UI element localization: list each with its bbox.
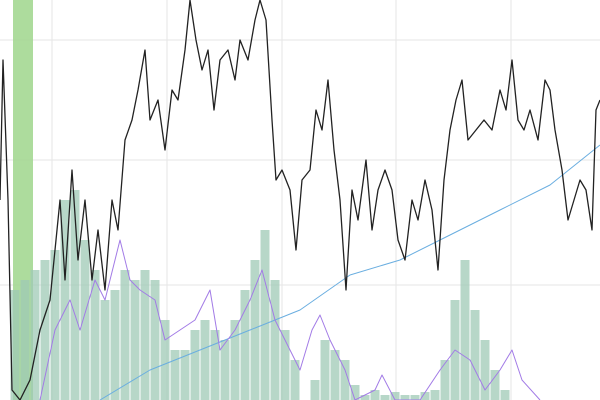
bar <box>90 270 100 400</box>
bar <box>280 330 290 400</box>
bar <box>320 340 330 400</box>
bar <box>250 260 260 400</box>
bar <box>390 392 400 400</box>
line <box>39 239 541 400</box>
bar <box>270 280 280 400</box>
bar <box>340 360 350 400</box>
bar <box>480 340 490 400</box>
bar <box>230 320 240 400</box>
bar <box>500 390 510 400</box>
bar <box>240 290 250 400</box>
line <box>99 144 600 400</box>
bar <box>100 300 110 400</box>
bar <box>80 240 90 400</box>
bar <box>380 395 390 400</box>
bar <box>190 330 200 400</box>
bar <box>140 270 150 400</box>
bar <box>430 390 440 400</box>
bar <box>30 270 40 400</box>
bar <box>400 395 410 400</box>
bar <box>350 385 360 400</box>
bar <box>310 380 320 400</box>
bar <box>260 230 270 400</box>
bar <box>290 360 300 400</box>
bar <box>160 320 170 400</box>
bar <box>360 395 370 400</box>
bar <box>170 350 180 400</box>
bar <box>150 280 160 400</box>
bar <box>20 280 30 400</box>
bar <box>410 395 420 400</box>
bar <box>490 370 500 400</box>
bar <box>120 270 130 400</box>
bar <box>200 320 210 400</box>
bar <box>40 260 50 400</box>
bar <box>70 190 80 400</box>
bar <box>470 310 480 400</box>
bar <box>330 350 340 400</box>
bar <box>460 260 470 400</box>
bar <box>220 340 230 400</box>
bar <box>180 350 190 400</box>
bar <box>110 290 120 400</box>
bar <box>10 290 20 400</box>
bar <box>210 330 220 400</box>
bar <box>130 280 140 400</box>
bar <box>50 250 60 400</box>
bar <box>420 392 430 400</box>
bar <box>440 360 450 400</box>
bar <box>60 200 70 400</box>
bar <box>370 390 380 400</box>
